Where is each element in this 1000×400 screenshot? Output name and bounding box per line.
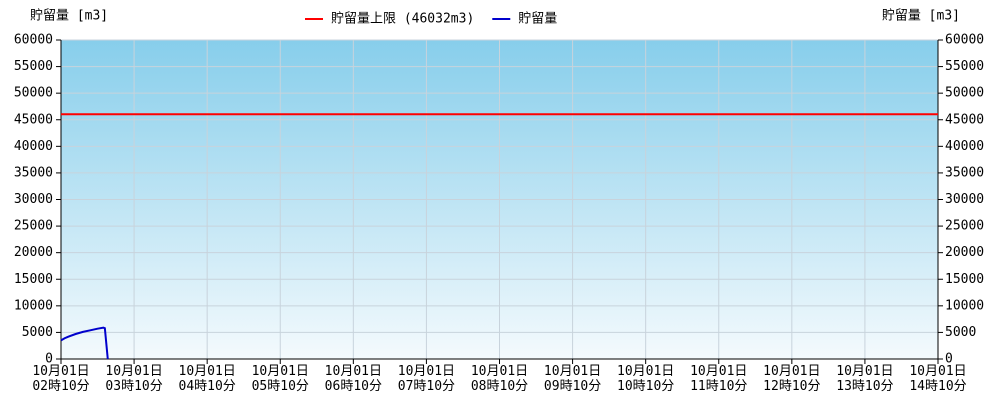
y2-tick-label: 20000 bbox=[945, 245, 984, 260]
x-tick-label: 10月01日 09時10分 bbox=[544, 364, 601, 394]
y2-tick-label: 10000 bbox=[945, 298, 984, 313]
x-tick-label: 10月01日 02時10分 bbox=[32, 364, 89, 394]
y-tick-label: 25000 bbox=[14, 219, 53, 234]
y2-tick-label: 55000 bbox=[945, 59, 984, 74]
y2-tick-label: 15000 bbox=[945, 272, 984, 287]
legend-label: 貯留量上限 (46032m3) bbox=[331, 12, 474, 27]
y2-tick-label: 35000 bbox=[945, 165, 984, 180]
series-line bbox=[60, 326, 109, 360]
y2-tick-label: 40000 bbox=[945, 139, 984, 154]
x-tick-label: 10月01日 04時10分 bbox=[179, 364, 236, 394]
y-tick-label: 0 bbox=[45, 352, 53, 367]
y2-tick-label: 0 bbox=[945, 352, 953, 367]
y-tick-label: 15000 bbox=[14, 272, 53, 287]
y-tick-label: 50000 bbox=[14, 86, 53, 101]
y-tick-label: 5000 bbox=[22, 325, 53, 340]
y-tick-label: 45000 bbox=[14, 112, 53, 127]
x-tick-label: 10月01日 07時10分 bbox=[398, 364, 455, 394]
y2-axis-label: 貯留量 [m3] bbox=[882, 9, 960, 24]
x-tick-label: 10月01日 11時10分 bbox=[690, 364, 747, 394]
y-tick-label: 30000 bbox=[14, 192, 53, 207]
x-tick-label: 10月01日 12時10分 bbox=[763, 364, 820, 394]
y2-tick-label: 50000 bbox=[945, 86, 984, 101]
x-tick-label: 10月01日 14時10分 bbox=[909, 364, 966, 394]
y2-tick-label: 60000 bbox=[945, 33, 984, 48]
y-tick-label: 10000 bbox=[14, 298, 53, 313]
x-tick-label: 10月01日 05時10分 bbox=[252, 364, 309, 394]
y-tick-label: 35000 bbox=[14, 165, 53, 180]
y2-tick-label: 25000 bbox=[945, 219, 984, 234]
y2-tick-label: 30000 bbox=[945, 192, 984, 207]
x-tick-label: 10月01日 13時10分 bbox=[836, 364, 893, 394]
y-tick-label: 55000 bbox=[14, 59, 53, 74]
legend-label: 貯留量 bbox=[518, 12, 557, 27]
y-tick-label: 60000 bbox=[14, 33, 53, 48]
y2-tick-label: 45000 bbox=[945, 112, 984, 127]
x-tick-label: 10月01日 06時10分 bbox=[325, 364, 382, 394]
y-tick-label: 40000 bbox=[14, 139, 53, 154]
y-axis-label: 貯留量 [m3] bbox=[30, 9, 108, 24]
x-tick-label: 10月01日 08時10分 bbox=[471, 364, 528, 394]
x-tick-label: 10月01日 10時10分 bbox=[617, 364, 674, 394]
y-tick-label: 20000 bbox=[14, 245, 53, 260]
y2-tick-label: 5000 bbox=[945, 325, 976, 340]
x-tick-label: 10月01日 03時10分 bbox=[105, 364, 162, 394]
